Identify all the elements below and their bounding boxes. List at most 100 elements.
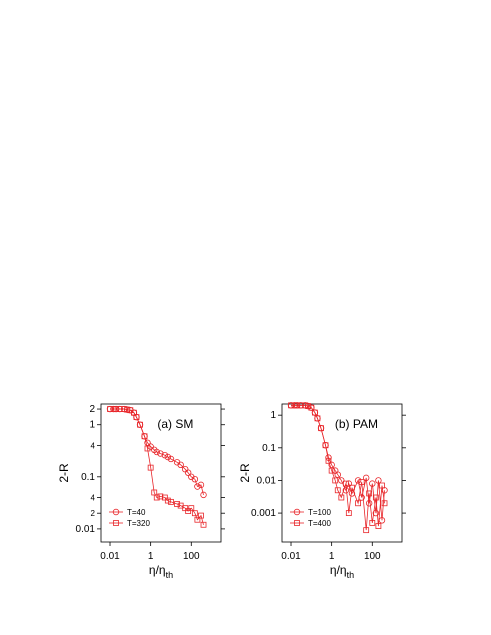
data-point [153,448,160,456]
data-point [141,433,148,440]
x-tick-label: 0.01 [100,551,120,562]
data-point [362,474,370,482]
series-line [291,405,385,531]
data-point [157,450,164,457]
data-point [153,494,160,501]
data-point [358,479,365,485]
x-tick-label: 100 [183,551,200,562]
data-point [184,469,192,476]
data-point [116,406,123,412]
data-point [147,443,154,450]
y-tick-label: 0.1 [262,443,276,454]
data-point [375,477,382,484]
data-point [167,455,175,463]
data-point [334,471,341,478]
legend-marker [113,520,119,526]
data-point [168,498,174,505]
x-axis-label: η/ηth [330,563,354,580]
data-point [369,520,376,526]
data-point [363,527,370,534]
data-point [188,505,195,512]
data-point [334,487,341,494]
y-tick-label: 0.01 [257,475,277,486]
data-point [365,500,373,507]
x-label-main: η/η [149,563,166,577]
data-point [322,442,329,449]
data-point [332,477,339,484]
y-axis-label: 2-R [57,463,71,483]
y-axis-label: 2-R [238,463,252,483]
legend-marker [293,508,301,516]
y-tick-label: 1 [270,410,276,421]
data-point [308,404,315,411]
data-point [164,497,171,504]
data-point [164,453,172,461]
data-point [198,512,204,519]
data-point [157,493,164,500]
x-tick-label: 1 [329,551,335,562]
panel-annotation: (a) SM [157,417,193,431]
data-point [325,457,332,464]
data-point [191,475,199,483]
data-point [194,483,201,490]
y-tick-label: 0.1 [81,472,95,483]
data-point [345,510,352,516]
data-point [133,414,140,421]
data-point [314,415,321,422]
x-tick-label: 0.01 [281,551,301,562]
y-tick-label: 0.01 [76,524,96,535]
data-point [328,467,335,474]
y-tick-label: 0.001 [251,508,276,519]
x-label-main: η/η [330,563,347,577]
data-point [294,402,301,409]
data-point [177,461,184,469]
y-tick-label: 2 [89,404,95,415]
data-point [107,406,113,412]
data-point [369,480,376,487]
y-tick-label: 4 [91,441,96,450]
legend-marker [112,508,120,516]
data-point [379,482,385,489]
data-point [342,480,349,487]
data-point [147,464,154,471]
data-point [288,402,294,409]
panel-annotation: (b) PAM [335,417,378,431]
plot-frame [100,403,222,543]
legend-label: T=320 [127,519,150,528]
data-point [338,477,345,484]
data-point [137,421,143,428]
data-point [372,509,380,517]
legend-label: T=400 [308,519,331,528]
legend-label: T=40 [127,508,146,517]
legend-marker [294,520,300,526]
y-tick-label: 4 [91,494,96,503]
data-point [200,521,207,528]
data-point [194,516,201,523]
x-label-sub: th [347,570,355,580]
data-point [338,494,345,501]
plot-frame [281,403,403,543]
data-point [375,523,382,529]
data-point [381,500,388,507]
data-point [174,501,180,507]
data-point [349,484,355,491]
data-point [372,494,379,501]
data-point [354,477,362,484]
x-tick-label: 100 [364,551,381,562]
data-point [342,487,350,494]
legend-label: T=100 [308,508,331,517]
data-point [121,406,128,412]
data-point [197,481,205,489]
data-point [312,409,318,416]
data-point [328,461,335,469]
data-point [161,494,168,501]
x-tick-label: 1 [148,551,154,562]
data-point [302,402,309,409]
y-tick-label: 2 [91,509,96,518]
y-tick-label: 1 [89,420,95,431]
data-point [113,406,120,412]
x-axis-label: η/ηth [149,563,173,580]
data-point [318,425,324,432]
